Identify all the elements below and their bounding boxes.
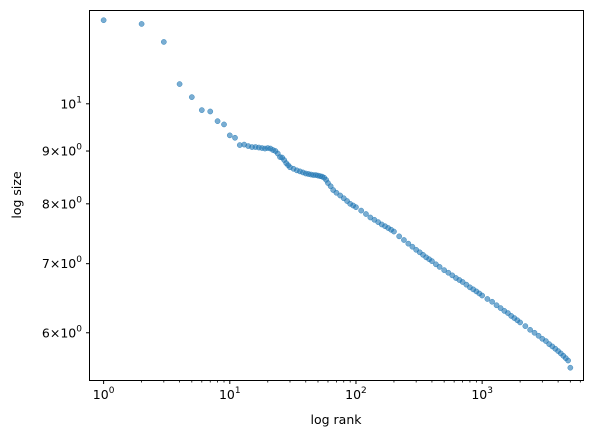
data-point xyxy=(353,204,359,211)
data-point xyxy=(176,81,183,87)
ticks-layer: 100 101 102 103 6×100 7×100 8×100 9×100 101 xyxy=(42,95,581,402)
data-point xyxy=(441,267,448,273)
data-point xyxy=(138,21,145,27)
data-point xyxy=(221,121,227,128)
y-tick-label: 9×100 xyxy=(42,143,82,159)
y-tick-label: 101 xyxy=(60,95,82,111)
data-point xyxy=(232,134,238,141)
data-point xyxy=(396,233,403,240)
data-point xyxy=(207,108,214,115)
data-point xyxy=(160,39,167,45)
data-point xyxy=(445,269,452,276)
data-point xyxy=(198,107,205,113)
y-axis-label: log size xyxy=(9,171,24,219)
data-point xyxy=(479,292,485,299)
x-tick-label: 101 xyxy=(219,386,241,402)
data-point xyxy=(436,264,443,270)
data-point xyxy=(565,357,571,364)
data-point xyxy=(188,94,195,100)
data-point xyxy=(567,364,574,371)
y-tick-label: 6×100 xyxy=(42,324,82,340)
data-point xyxy=(214,118,221,125)
data-point xyxy=(333,189,340,196)
data-point xyxy=(531,329,538,336)
data-point xyxy=(489,298,495,305)
data-point xyxy=(391,228,397,235)
data-point xyxy=(401,237,407,243)
points-layer xyxy=(100,17,574,371)
data-point xyxy=(527,326,533,333)
x-axis-label: log rank xyxy=(311,412,363,427)
data-point xyxy=(226,132,233,139)
x-tick-label: 103 xyxy=(471,386,493,402)
data-point xyxy=(429,258,435,264)
data-point xyxy=(497,305,504,311)
data-point xyxy=(405,240,412,247)
data-point xyxy=(100,17,107,24)
plot-frame xyxy=(89,10,584,381)
y-tick-label: 7×100 xyxy=(42,255,82,271)
data-point xyxy=(522,323,529,329)
data-point xyxy=(493,302,500,309)
data-point xyxy=(535,332,542,339)
data-point xyxy=(358,207,365,214)
data-point xyxy=(363,211,369,217)
data-point xyxy=(484,296,491,302)
data-point xyxy=(409,243,416,250)
x-tick-label: 100 xyxy=(93,386,115,402)
y-tick-label: 8×100 xyxy=(42,195,82,211)
x-tick-label: 102 xyxy=(345,386,367,402)
data-point xyxy=(517,319,523,326)
